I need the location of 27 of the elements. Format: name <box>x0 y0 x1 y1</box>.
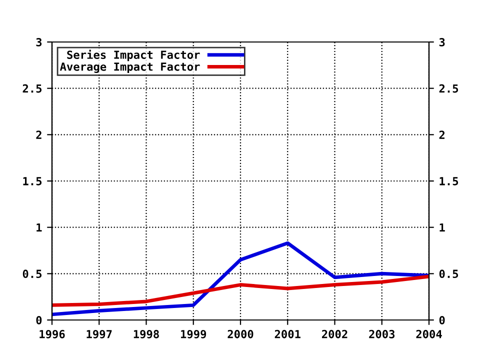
line-series <box>52 241 429 316</box>
x-tick-label: 1998 <box>134 330 159 338</box>
x-tick-label: 1999 <box>181 330 206 338</box>
x-tick-label: 2002 <box>322 330 348 338</box>
legend-label: Series Impact Factor <box>67 50 200 62</box>
x-tick-label: 1997 <box>86 330 112 338</box>
y-tick-label: 3 <box>36 38 42 46</box>
y-tick-label: 2.5 <box>22 84 42 93</box>
x-tick-label: 2003 <box>369 330 395 338</box>
y-tick-label: 1.5 <box>23 177 42 186</box>
y2-tick-label: 0 <box>439 316 445 324</box>
line-series <box>52 274 429 307</box>
y-tick-label: 0 <box>36 316 42 324</box>
x-tick-label: 2000 <box>228 330 254 338</box>
y2-tick-label: 2 <box>439 130 444 139</box>
legend-label: Average Impact Factor <box>60 62 200 73</box>
x-tick-label: 1996 <box>40 330 65 338</box>
y-tick-label: 0.5 <box>22 270 42 278</box>
y2-tick-label: 2.5 <box>439 84 458 93</box>
y2-tick-label: 3 <box>439 38 445 46</box>
y2-tick-label: 1.5 <box>440 177 458 186</box>
y-tick-label: 2 <box>36 130 42 139</box>
y-tick-label: 1 <box>36 223 42 232</box>
x-tick-label: 2004 <box>416 330 442 338</box>
x-tick-label: 2001 <box>274 330 300 338</box>
y2-tick-label: 1 <box>440 223 445 232</box>
y2-tick-label: 0.5 <box>439 270 458 278</box>
